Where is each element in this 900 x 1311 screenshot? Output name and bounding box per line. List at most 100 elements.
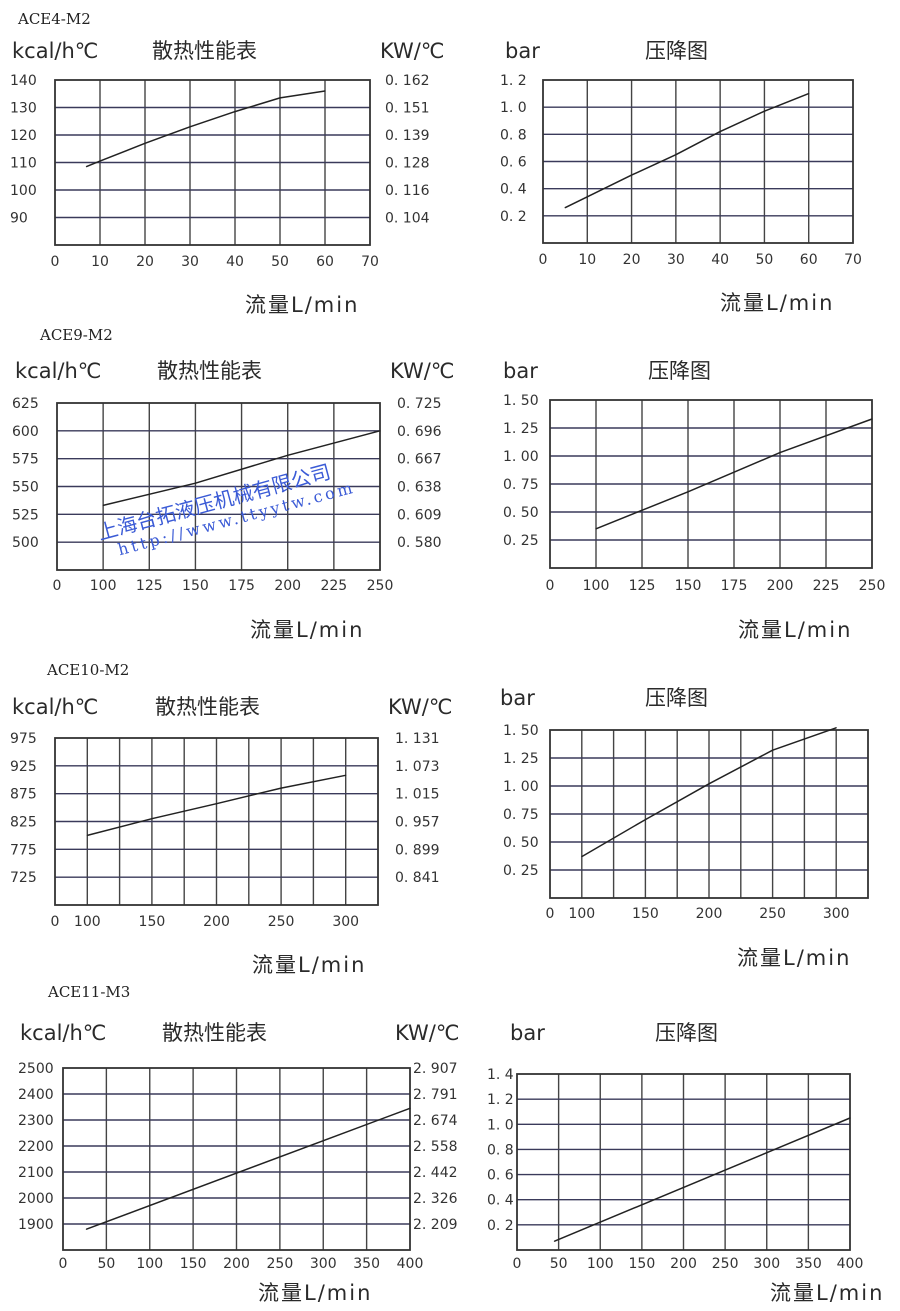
y-tick-label: 0. 75 (503, 477, 539, 493)
x-axis-label: 流量L/min (720, 291, 834, 315)
y-tick-label: 1. 00 (503, 449, 539, 465)
x-tick-label: 150 (632, 906, 659, 922)
data-point (102, 504, 104, 507)
y-tick-label: 525 (12, 507, 39, 523)
data-point (151, 818, 153, 820)
y-tick-label: 775 (10, 842, 37, 858)
right-tick-label: 2. 674 (413, 1113, 458, 1129)
right-tick-label: 0. 841 (395, 870, 440, 886)
x-tick-label: 0 (513, 1256, 522, 1272)
x-tick-label: 50 (97, 1256, 115, 1272)
x-tick-label: 100 (568, 906, 595, 922)
y-axis-unit: bar (505, 39, 540, 63)
data-point (85, 1228, 88, 1230)
y-axis-unit: kcal/h℃ (20, 1021, 106, 1045)
x-tick-label: 200 (670, 1256, 697, 1272)
plot-frame (62, 1067, 411, 1251)
x-tick-label: 200 (203, 914, 230, 930)
x-tick-label: 150 (180, 1256, 207, 1272)
chart-title: 压降图 (655, 1021, 718, 1045)
y-tick-label: 0. 75 (503, 807, 539, 823)
right-tick-label: 2. 209 (413, 1217, 458, 1233)
data-point (287, 454, 289, 456)
x-tick-label: 60 (800, 252, 818, 268)
data-point (379, 430, 381, 432)
heat-chart-2: ACE9-M2 kcal/h℃ 散热性能表 KW/℃ 500 0. 580 525 0. 60… (12, 326, 454, 642)
y-tick-label: 1. 2 (487, 1092, 514, 1108)
y-tick-label: 2000 (18, 1191, 54, 1207)
y-tick-label: 2500 (18, 1061, 54, 1077)
x-axis-label: 流量L/min (258, 1281, 372, 1305)
data-point (763, 110, 766, 112)
data-point (144, 142, 146, 144)
x-axis-label: 流量L/min (245, 293, 359, 317)
series-line (86, 1107, 411, 1230)
x-tick-label: 70 (844, 252, 862, 268)
x-tick-label: 0 (539, 252, 548, 268)
pressure-chart-3: bar 压降图 0. 25 0. 50 0. 75 1. 00 1. 25 1. 50 0 100… (503, 359, 885, 642)
x-tick-label: 300 (310, 1256, 337, 1272)
x-tick-label: 100 (583, 578, 610, 594)
x-tick-label: 40 (226, 254, 244, 270)
right-tick-label: 0. 696 (397, 424, 442, 440)
x-tick-label: 300 (753, 1256, 780, 1272)
x-tick-label: 125 (629, 578, 656, 594)
x-tick-label: 250 (267, 1256, 294, 1272)
right-tick-label: 0. 667 (397, 452, 442, 468)
x-tick-label: 0 (51, 254, 60, 270)
data-point (779, 452, 781, 454)
x-tick-label: 150 (675, 578, 702, 594)
x-tick-label: 100 (136, 1256, 163, 1272)
x-tick-label: 30 (667, 252, 685, 268)
right-tick-label: 0. 957 (395, 815, 440, 831)
model-label: ACE11-M3 (47, 983, 130, 1001)
data-point (708, 783, 710, 785)
y-tick-label: 725 (10, 870, 37, 886)
chart-title: 压降图 (645, 39, 708, 63)
x-tick-label: 20 (623, 252, 641, 268)
y-tick-label: 875 (10, 787, 37, 803)
heat-chart-4: ACE10-M2 kcal/h℃ 散热性能表 KW/℃ 725 0. 841 775 0. 8… (10, 661, 452, 977)
series-line (102, 430, 381, 507)
x-tick-label: 20 (136, 254, 154, 270)
y-tick-label: 2400 (18, 1087, 54, 1103)
x-tick-label: 225 (813, 578, 840, 594)
y-tick-label: 0. 25 (503, 533, 539, 549)
data-point (409, 1107, 411, 1109)
x-tick-label: 250 (759, 906, 786, 922)
series-line (595, 418, 873, 530)
data-point (85, 166, 88, 168)
y-tick-label: 120 (10, 128, 37, 144)
x-tick-label: 10 (578, 252, 596, 268)
right-tick-label: 2. 326 (413, 1191, 458, 1207)
chart-title: 散热性能表 (155, 695, 260, 719)
y-tick-label: 0. 50 (503, 505, 539, 521)
y-tick-label: 0. 50 (503, 835, 539, 851)
right-tick-label: 2. 907 (413, 1061, 458, 1077)
y-axis-unit: bar (503, 359, 538, 383)
y-tick-label: 575 (12, 452, 39, 468)
x-tick-label: 40 (711, 252, 729, 268)
pressure-chart-7: bar 压降图 0. 2 0. 4 0. 6 0. 8 1. 0 1. 2 1. 4 0 50 100… (487, 1021, 882, 1305)
plot-frame (542, 79, 854, 244)
x-origin-label: 0 (53, 578, 62, 594)
y-tick-label: 0. 8 (500, 127, 527, 143)
y-tick-label: 0. 4 (487, 1193, 514, 1209)
x-tick-label: 200 (223, 1256, 250, 1272)
y-tick-label: 90 (10, 211, 28, 227)
plot-frame (516, 1073, 851, 1251)
y-tick-label: 2200 (18, 1139, 54, 1155)
x-tick-label: 100 (74, 914, 101, 930)
y-tick-label: 550 (12, 480, 39, 496)
data-point (644, 819, 647, 821)
x-tick-label: 250 (367, 578, 394, 594)
y-axis-unit: bar (510, 1021, 545, 1045)
x-tick-label: 100 (587, 1256, 614, 1272)
x-tick-label: 175 (228, 578, 255, 594)
right-tick-label: 0. 725 (397, 396, 442, 412)
data-point (630, 174, 633, 176)
right-tick-label: 0. 609 (397, 507, 442, 523)
